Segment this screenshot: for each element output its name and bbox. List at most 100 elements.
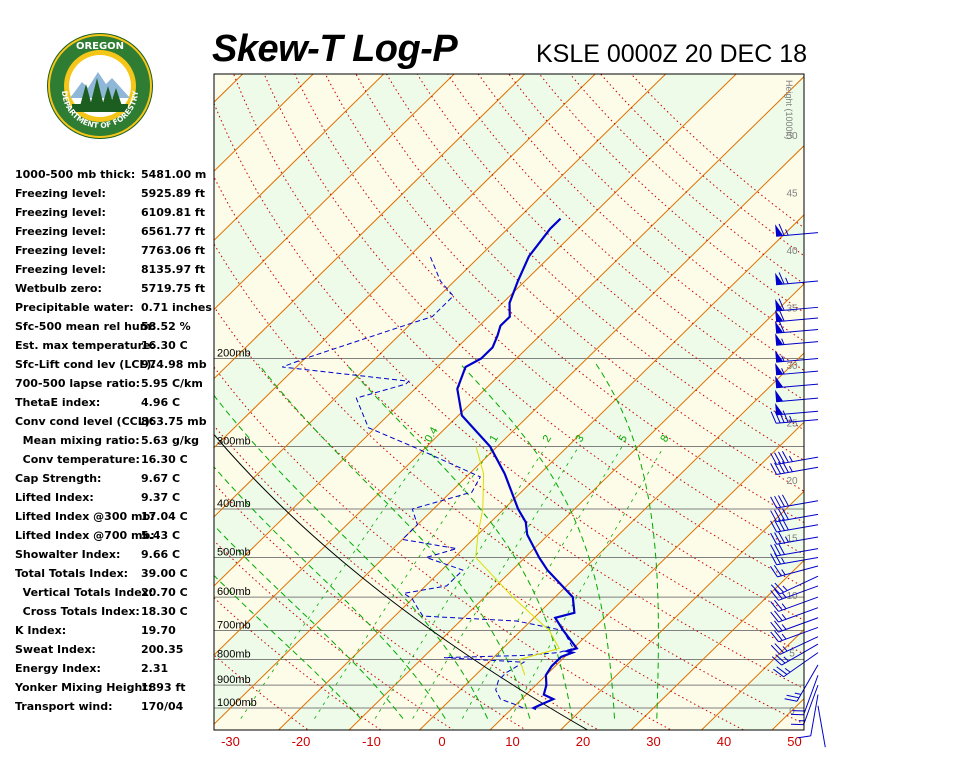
barb-feather [778,320,785,333]
barb-half-feather [785,229,789,236]
dry-adiabat [214,242,804,725]
isotherm [214,74,455,311]
index-label: Conv cond level (CCL): [15,415,155,428]
index-row: Conv cond level (CCL): 863.75 mb [15,415,215,434]
barb-shaft [796,664,819,702]
pressure-label: 800mb [217,649,251,661]
wind-barb [798,694,819,739]
pressure-label: 200mb [217,348,251,360]
wind-barb [817,705,826,748]
barb-flag [775,362,784,375]
moist-adiabat [345,363,573,719]
barb-shaft [776,500,819,509]
barb-half-feather [794,692,802,695]
barb-feather [770,411,777,424]
barb-half-feather [781,557,785,564]
wind-barb [775,298,819,312]
station-time-label: KSLE 0000Z 20 DEC 18 [536,40,807,68]
barb-half-feather [785,277,789,284]
isotherm [0,74,102,730]
barb-half-feather [789,415,793,423]
index-row: 1000-500 mb thick: 5481.00 m [15,168,215,187]
wind-barb [770,450,819,465]
dry-adiabat [263,74,804,588]
index-value: 20.70 C [141,586,188,599]
barb-feather [786,694,800,699]
height-tick-label: 15 [786,534,798,545]
index-row: Lifted Index: 9.37 C [15,491,215,510]
index-row: Lifted Index @300 mb: 17.04 C [15,510,215,529]
barb-feather [781,450,789,463]
wind-barb [775,375,819,389]
barb-feather [775,654,786,664]
barb-shaft [779,636,819,655]
index-row: Freezing level: 5925.89 ft [15,187,215,206]
barb-flag [775,389,784,402]
index-value: 16.30 C [141,339,188,352]
wind-barb [773,652,819,678]
temperature-tick-label: 0 [438,734,445,749]
barb-feather [778,451,785,464]
barb-shaft [776,419,819,424]
index-label: Mean mixing ratio: [15,434,140,447]
barb-shaft [776,556,819,566]
isotherm [560,490,804,730]
index-value: 18.30 C [141,605,188,618]
wind-barb [770,607,819,623]
barb-shaft [779,575,819,595]
barb-half-feather [781,592,787,598]
index-row: Wetbulb zero: 5719.75 ft [15,282,215,301]
barb-feather [774,599,783,611]
barb-feather [774,543,782,556]
index-label: ThetaE index: [15,396,101,409]
barb-half-feather [785,536,789,543]
wetbulb-trace [475,446,560,676]
index-value: 170/04 [141,700,184,713]
wind-barb [770,596,819,612]
index-label: Sfc-500 mean rel hum: [15,320,156,333]
index-label: Precipitable water: [15,301,134,314]
wind-barb [770,575,819,595]
index-value: 5.43 C [141,529,181,542]
barb-flag [775,299,784,311]
wind-barb [775,333,819,346]
barb-flag [775,333,784,346]
height-axis-label: Height (1000ft) [784,80,794,140]
moist-adiabat [214,524,404,719]
dry-adiabat [355,74,804,492]
pressure-label: 500mb [217,546,251,558]
barb-shaft [776,232,819,237]
index-row: ThetaE index: 4.96 C [15,396,215,415]
height-tick-label: 30 [786,361,798,372]
pressure-label: 600mb [217,586,251,598]
index-row: Freezing level: 8135.97 ft [15,263,215,282]
barb-feather [771,656,782,666]
wind-barb [775,320,819,334]
barb-feather [774,519,782,532]
isotherm [489,421,804,730]
barb-feather [774,630,783,641]
barb-feather [774,495,782,508]
index-label: Transport wind: [15,700,113,713]
index-value: 5.95 C/km [141,377,203,390]
barb-shaft [778,596,819,612]
isotherm [419,352,804,730]
barb-feather [774,588,783,600]
isotherm [278,214,804,730]
barb-half-feather [783,656,789,662]
barb-feather [778,531,785,544]
index-value: 6561.77 ft [141,225,205,238]
index-label: Cross Totals Index: [15,605,140,618]
index-row: Sfc-500 mean rel hum: 58.52 % [15,320,215,339]
barb-feather [770,611,779,623]
index-row: Sweat Index: 200.35 [15,643,215,662]
barb-shaft [778,607,819,623]
moist-adiabat [595,363,659,719]
barb-feather [778,495,785,507]
index-label: Lifted Index @700 mb: [15,529,155,542]
mixing-ratio-label: 8 [658,433,671,444]
barb-feather [778,508,785,521]
moist-adiabat [257,363,531,719]
wind-barb [770,508,819,523]
mixing-ratio-label: 3 [573,433,586,444]
